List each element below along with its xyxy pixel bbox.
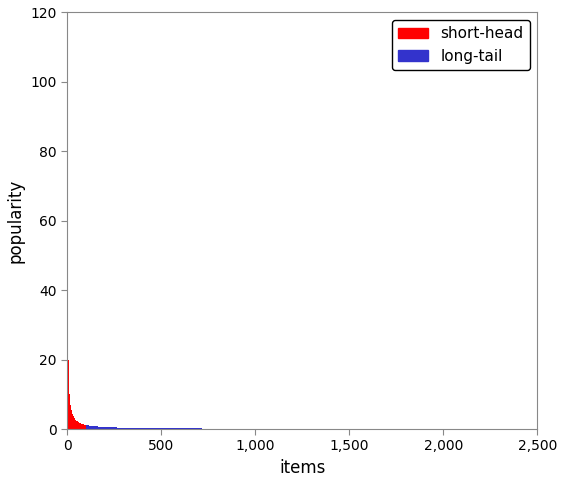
Y-axis label: popularity: popularity: [7, 179, 25, 263]
Legend: short-head, long-tail: short-head, long-tail: [391, 20, 530, 70]
X-axis label: items: items: [279, 459, 325, 477]
